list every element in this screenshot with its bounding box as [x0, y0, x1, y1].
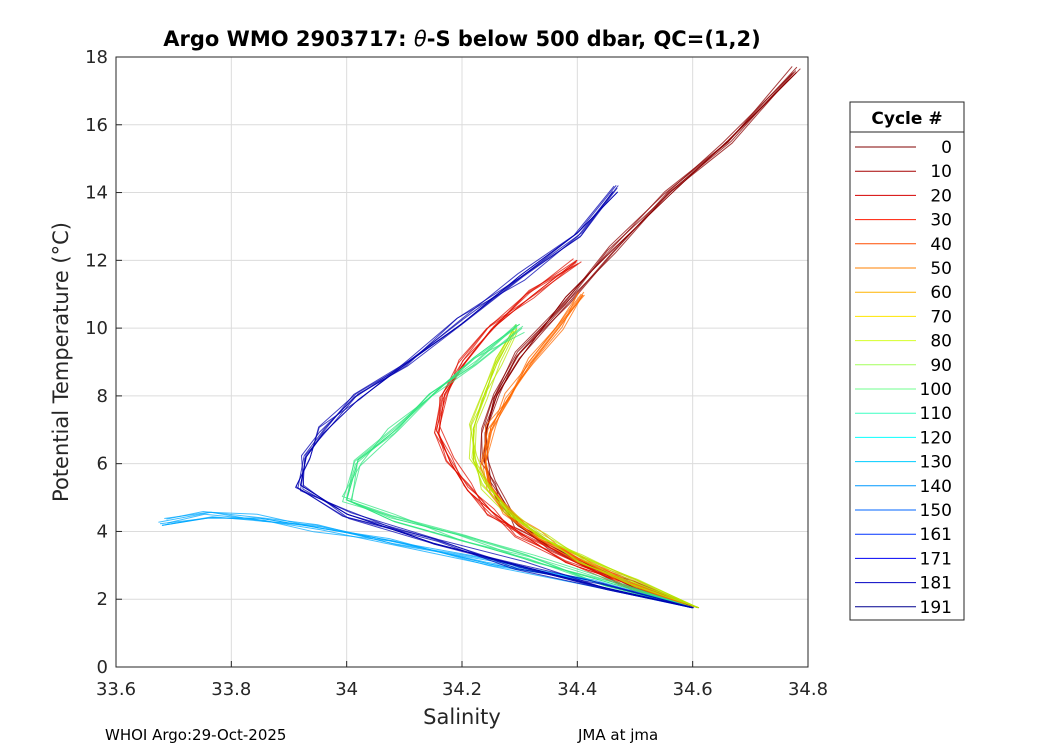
- x-tick-label: 33.8: [211, 679, 251, 700]
- series-4: [341, 323, 694, 609]
- x-tick-label: 33.6: [96, 679, 136, 700]
- y-axis-label: Potential Temperature (°C): [49, 222, 73, 502]
- y-tick-label: 18: [85, 47, 108, 68]
- legend-label: 50: [930, 259, 952, 279]
- x-axis-label: Salinity: [423, 705, 501, 729]
- legend-label: 171: [920, 549, 952, 569]
- legend-label: 60: [930, 283, 952, 303]
- legend-label: 70: [930, 307, 952, 327]
- series-line: [302, 184, 694, 609]
- legend-label: 0: [941, 138, 952, 158]
- footer-right: JMA at jma: [578, 726, 659, 744]
- legend-label: 90: [930, 356, 952, 376]
- y-tick-label: 2: [97, 589, 108, 610]
- legend-label: 40: [930, 235, 952, 255]
- series-line: [480, 291, 693, 609]
- x-tick-label: 34.6: [673, 679, 713, 700]
- y-tick-label: 12: [85, 250, 108, 271]
- legend: Cycle # 0 10 20 30 40 50 60 70 80 90 100 110 120 130 1…: [849, 101, 965, 621]
- legend-title: Cycle #: [871, 109, 942, 129]
- y-tick-label: 14: [85, 183, 108, 204]
- legend-label: 10: [930, 162, 952, 182]
- legend-label: 80: [930, 332, 952, 352]
- y-tick-label: 8: [97, 386, 108, 407]
- y-tick-label: 4: [97, 521, 108, 542]
- series-line: [439, 262, 694, 609]
- series-line: [468, 327, 698, 609]
- series-line: [341, 325, 694, 609]
- legend-label: 30: [930, 211, 952, 231]
- legend-label: 130: [920, 453, 952, 473]
- chart-title: Argo WMO 2903717: θ-S below 500 dbar, QC…: [163, 27, 760, 51]
- x-tick-label: 34.2: [442, 679, 482, 700]
- legend-label: 150: [920, 501, 952, 521]
- series-line: [485, 296, 694, 609]
- footer-left: WHOI Argo:29-Oct-2025: [105, 726, 287, 744]
- y-tick-label: 16: [85, 115, 108, 136]
- y-tick-label: 6: [97, 454, 108, 475]
- legend-label: 191: [920, 598, 952, 618]
- series-6: [294, 184, 694, 609]
- y-tick-label: 10: [85, 318, 108, 339]
- x-tick-label: 34: [335, 679, 358, 700]
- legend-label: 181: [920, 574, 952, 594]
- x-tick-label: 34.8: [788, 679, 828, 700]
- series-layer: [158, 66, 801, 609]
- series-line: [294, 191, 693, 609]
- legend-label: 161: [920, 525, 952, 545]
- ticks: 33.6 33.8 34 34.2 34.4 34.6 34.8 0 2 4 6 8 10 12 14 16 1…: [85, 47, 828, 700]
- series-3: [468, 324, 700, 609]
- legend-label: 140: [920, 477, 952, 497]
- legend-box: [849, 101, 965, 621]
- series-line: [300, 185, 694, 609]
- series-line: [468, 324, 699, 609]
- legend-label: 20: [930, 186, 952, 206]
- series-line: [474, 328, 698, 609]
- x-tick-label: 34.4: [557, 679, 597, 700]
- legend-label: 120: [920, 428, 952, 448]
- legend-label: 100: [920, 380, 952, 400]
- legend-label: 110: [920, 404, 952, 424]
- series-line: [437, 261, 694, 609]
- y-tick-label: 0: [97, 657, 108, 678]
